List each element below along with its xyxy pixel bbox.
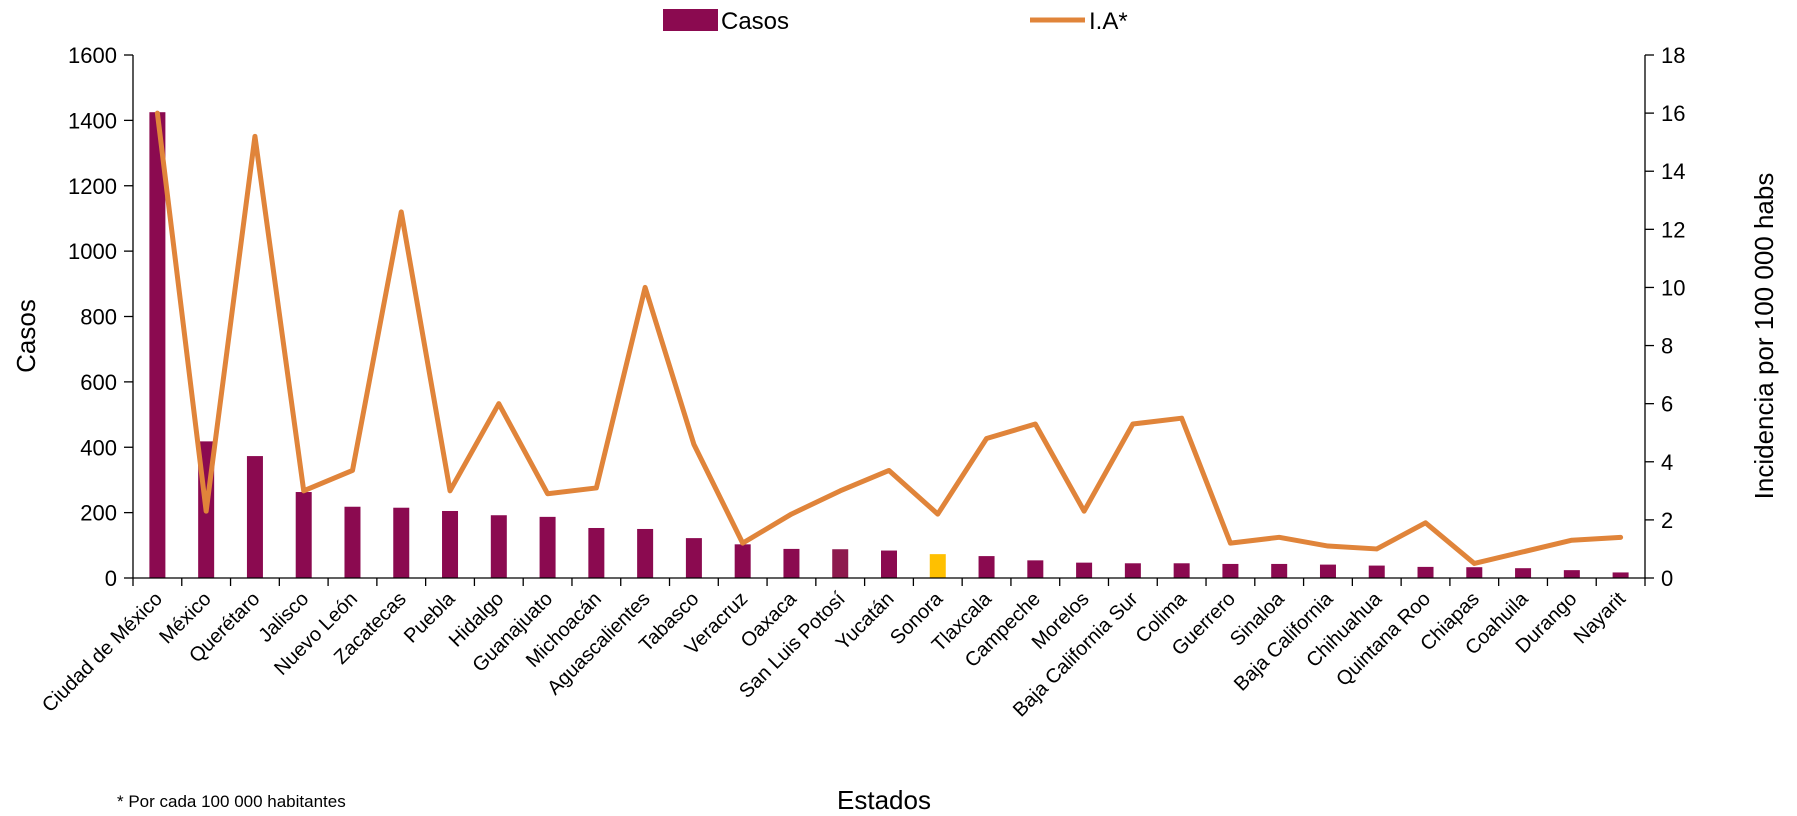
y2-tick-label: 12 [1661,217,1685,242]
bar-2 [246,456,263,578]
y-tick-label: 1000 [68,239,117,264]
y-axis-title: Casos [11,299,41,373]
bar-6 [442,510,459,578]
y2-tick-label: 18 [1661,43,1685,68]
y-tick-label: 600 [80,370,117,395]
legend-label-casos: Casos [721,8,789,35]
bar-10 [637,528,654,578]
x-axis-ticks: Ciudad de MéxicoMéxicoQuerétaroJaliscoNu… [38,578,1646,721]
y-tick-label: 0 [105,566,117,591]
bar-29 [1563,570,1580,578]
y-tick-label: 800 [80,305,117,330]
y2-tick-label: 16 [1661,101,1685,126]
bar-20 [1124,563,1141,578]
line-ia [154,110,1624,566]
bar-17 [978,556,995,578]
x-axis-title: Estados [837,785,931,815]
y2-tick-label: 0 [1661,566,1673,591]
y-tick-label: 1400 [68,108,117,133]
bar-15 [881,550,897,578]
bars-casos [149,112,1629,578]
bar-8 [539,516,556,578]
y-tick-label: 400 [80,435,117,460]
y2-tick-label: 14 [1661,159,1685,184]
y2-tick-label: 10 [1661,275,1685,300]
bar-23 [1271,563,1288,578]
bar-14 [832,549,849,578]
bar-3 [295,492,312,578]
legend-swatch-casos [663,9,718,31]
ia-line [154,110,1624,566]
bar-16 [929,554,946,578]
bar-30 [1612,572,1629,578]
left-axis-ticks: 0 200 400 600 800 1000 1200 1400 1600 [68,43,133,591]
bar-11 [685,538,702,578]
bar-24 [1319,564,1336,578]
legend: Casos I.A* [663,8,1128,35]
x-tick-label: Ciudad de México [38,588,167,717]
footnote: * Por cada 100 000 habitantes [117,792,346,811]
bar-26 [1417,566,1434,578]
y2-axis-title: Incidencia por 100 000 habs [1749,173,1779,500]
y2-tick-label: 6 [1661,392,1673,417]
bar-7 [490,515,507,578]
y-tick-label: 200 [80,501,117,526]
bar-25 [1368,565,1385,578]
legend-label-ia: I.A* [1089,8,1128,35]
bar-9 [588,527,605,578]
bar-28 [1515,568,1532,578]
bar-4 [344,506,361,578]
y2-tick-label: 8 [1661,334,1673,359]
bar-5 [393,507,410,578]
plot-area: 0 200 400 600 800 1000 1200 1400 1600 0 2 4 6 8 10 12 1… [38,43,1685,721]
y-tick-label: 1200 [68,174,117,199]
bar-0 [149,112,166,578]
y2-tick-label: 2 [1661,508,1673,533]
bar-18 [1027,560,1044,578]
bar-19 [1076,562,1093,578]
bar-27 [1466,567,1483,578]
bar-22 [1222,563,1239,578]
bar-12 [734,544,751,578]
bar-21 [1173,563,1190,578]
x-tick-label: Nayarit [1570,588,1631,649]
bar-13 [783,548,800,578]
right-axis-ticks: 0 2 4 6 8 10 12 14 16 18 [1645,43,1685,591]
y2-tick-label: 4 [1661,450,1673,475]
y-tick-label: 1600 [68,43,117,68]
